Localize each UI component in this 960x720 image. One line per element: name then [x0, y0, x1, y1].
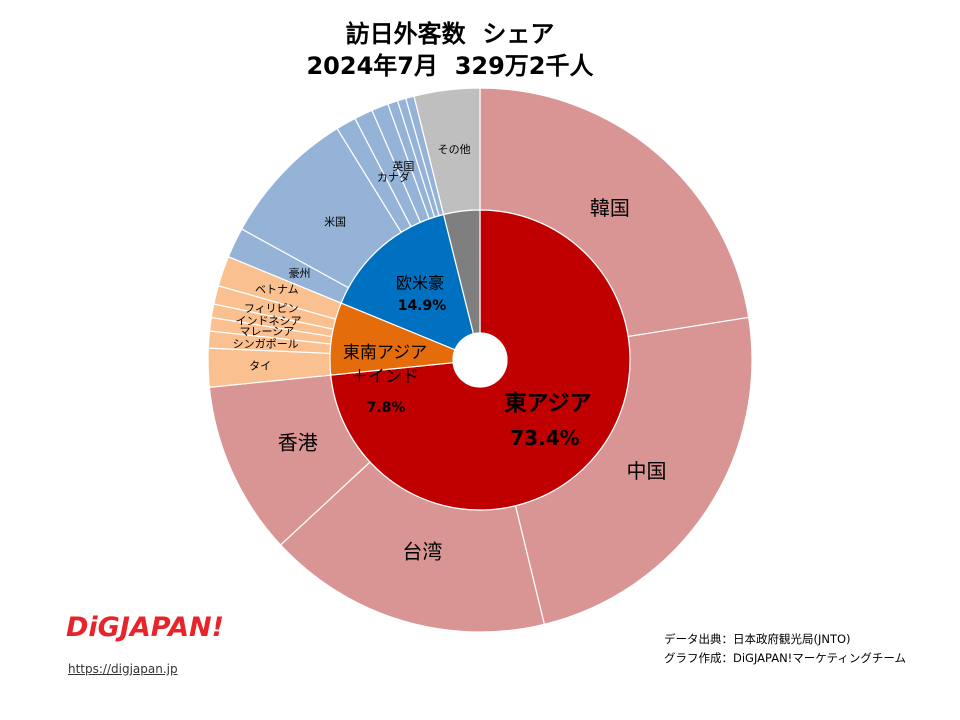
inner-label-value-欧米豪-2: 14.9%: [398, 298, 447, 314]
chart-title: 訪日外客数 シェア 2024年7月 329万2千人: [0, 18, 900, 82]
inner-label-name-東アジア-0-line0: 東アジア: [504, 392, 591, 417]
outer-label-韓国-0: 韓国: [590, 196, 630, 220]
inner-label-name-東南アジアインド-1-line0: 東南アジア: [343, 343, 427, 363]
inner-label-value-東南アジアインド-1: 7.8%: [367, 400, 406, 416]
chart-title-line2: 2024年7月 329万2千人: [306, 52, 594, 80]
inner-label-name-東南アジアインド-1-line1: ＋インド: [351, 367, 419, 387]
outer-label-タイ-4: タイ: [249, 360, 271, 373]
chart-title-line1: 訪日外客数 シェア: [345, 20, 555, 48]
outer-label-マレーシア-6: マレーシア: [239, 325, 294, 338]
chart-credits: データ出典：日本政府観光局(JNTO) グラフ作成：DiGJAPAN!マーケティ…: [664, 630, 906, 668]
outer-label-香港-3: 香港: [278, 430, 318, 454]
data-source-note: データ出典：日本政府観光局(JNTO): [664, 632, 851, 646]
outer-label-シンガポール-5: シンガポール: [233, 337, 299, 350]
inner-ring: [329, 209, 631, 511]
outer-label-その他-20: その他: [438, 143, 471, 156]
outer-label-英国-15: 英国: [392, 159, 414, 173]
digjapan-url-link[interactable]: https://digjapan.jp: [68, 662, 178, 676]
inner-label-name-欧米豪-2-line0: 欧米豪: [396, 274, 444, 293]
donut-hole: [452, 332, 508, 388]
chart-author-note: グラフ作成：DiGJAPAN!マーケティングチーム: [664, 651, 907, 665]
outer-label-ベトナム-9: ベトナム: [255, 283, 299, 296]
outer-label-豪州-11: 豪州: [289, 266, 311, 280]
outer-label-台湾-2: 台湾: [402, 540, 442, 564]
outer-label-カナダ-14: カナダ: [377, 170, 410, 184]
outer-label-フィリピン-8: フィリピン: [244, 302, 299, 315]
outer-label-米国-12: 米国: [324, 216, 346, 229]
inner-label-value-東アジア-0: 73.4%: [510, 426, 579, 450]
outer-label-中国-1: 中国: [626, 459, 666, 483]
digjapan-logo: DiGJAPAN!: [66, 612, 224, 643]
outer-label-インドネシア-7: インドネシア: [236, 315, 302, 328]
